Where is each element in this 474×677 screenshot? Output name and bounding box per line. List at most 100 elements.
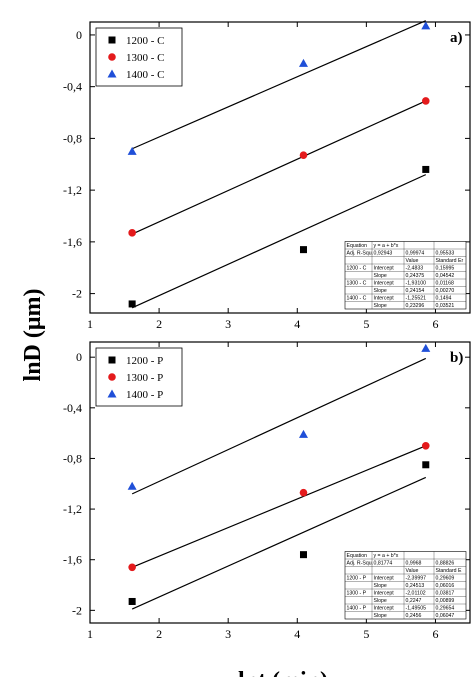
fit-line bbox=[131, 100, 427, 235]
fit-table-cell: Slope bbox=[374, 583, 387, 589]
fit-line bbox=[131, 476, 427, 610]
fit-table-cell: -2,39997 bbox=[406, 576, 427, 582]
data-point bbox=[128, 563, 136, 572]
fit-table-cell: Slope bbox=[374, 273, 387, 279]
y-tick-label: -1,2 bbox=[63, 502, 82, 516]
legend-marker bbox=[108, 36, 116, 44]
fit-table-cell: y = a + b*x bbox=[374, 243, 399, 249]
fit-table-cell: 0,92943 bbox=[374, 251, 393, 257]
legend-label: 1400 - C bbox=[126, 69, 165, 81]
fit-table-cell: Intercept bbox=[374, 576, 395, 582]
fit-table-cell: 0,15995 bbox=[436, 266, 455, 272]
x-tick-label: 2 bbox=[156, 627, 162, 641]
y-tick-label: -0,8 bbox=[63, 451, 82, 465]
y-tick-label: -0,4 bbox=[63, 401, 82, 415]
fit-table-cell: Value bbox=[406, 258, 419, 264]
data-point bbox=[127, 481, 137, 490]
chart-panel-b: 1 2 3 4 5 6 0 -0,4 -0,8 -1,2 -1,6 -2 1200 - P 1300 - … bbox=[63, 341, 471, 641]
legend-label: 1300 - C bbox=[126, 52, 165, 64]
legend-label: 1400 - P bbox=[126, 389, 163, 401]
fit-line bbox=[131, 445, 427, 568]
x-tick-label: 4 bbox=[294, 627, 300, 641]
fit-table-cell: -1,49505 bbox=[406, 606, 427, 612]
fit-table-cell: Standard Er bbox=[436, 258, 464, 264]
fit-table-cell: 1200 - P bbox=[347, 576, 367, 582]
fit-table-cell: Intercept bbox=[374, 281, 395, 287]
fit-line bbox=[131, 20, 427, 150]
fit-table-cell: 0,24154 bbox=[406, 288, 425, 294]
y-tick-label: -1,2 bbox=[63, 183, 82, 197]
fit-table-cell: Standard E bbox=[436, 568, 462, 574]
fit-table-cell: Slope bbox=[374, 598, 387, 604]
fit-table-cell: 0,2456 bbox=[406, 613, 422, 619]
x-tick-label: 1 bbox=[87, 627, 93, 641]
x-axis-label: lnt (min) bbox=[238, 668, 328, 677]
data-point bbox=[298, 429, 308, 438]
fit-table-cell: -1,93100 bbox=[406, 281, 427, 287]
legend-label: 1300 - P bbox=[126, 372, 163, 384]
fit-table-cell: Slope bbox=[374, 288, 387, 294]
fit-table-cell: 0,2247 bbox=[406, 598, 422, 604]
legend-label: 1200 - P bbox=[126, 355, 163, 367]
x-tick-label: 6 bbox=[432, 317, 438, 331]
data-point bbox=[421, 343, 431, 352]
fit-table-cell: Slope bbox=[374, 613, 387, 619]
fit-table-cell: -2,4833 bbox=[406, 266, 424, 272]
fit-table-cell: Equation bbox=[347, 553, 368, 559]
legend-marker bbox=[107, 389, 117, 398]
y-tick-label: -0,8 bbox=[63, 131, 82, 145]
data-point bbox=[299, 151, 308, 160]
fit-table-cell: 1300 - P bbox=[347, 591, 367, 597]
fit-table-cell: 0,1494 bbox=[436, 296, 452, 302]
data-point bbox=[299, 551, 307, 559]
x-tick-label: 1 bbox=[87, 317, 93, 331]
fit-table-cell: 0,9968 bbox=[406, 561, 422, 567]
legend-label: 1200 - C bbox=[126, 35, 165, 47]
fit-table-cell: 0,88826 bbox=[436, 561, 455, 567]
data-point bbox=[299, 246, 307, 254]
fit-table-cell: Equation bbox=[347, 243, 368, 249]
fit-table-cell: 0,03521 bbox=[436, 303, 455, 309]
data-point bbox=[422, 165, 430, 173]
y-tick-label: -0,4 bbox=[63, 80, 82, 94]
legend-marker bbox=[107, 69, 117, 78]
data-point bbox=[128, 300, 136, 308]
fit-table-cell: 0,06016 bbox=[436, 583, 455, 589]
fit-table-cell: Value bbox=[406, 568, 419, 574]
fit-table bbox=[344, 241, 467, 310]
fit-table-cell: Intercept bbox=[374, 591, 395, 597]
fit-table-cell: 1200 - C bbox=[347, 266, 367, 272]
fit-table-cell: Intercept bbox=[374, 296, 395, 302]
fit-table-cell: 0,23296 bbox=[406, 303, 425, 309]
fit-table-cell: y = a + b*x bbox=[374, 553, 399, 559]
data-point bbox=[299, 488, 308, 497]
fit-table-cell: 1400 - C bbox=[347, 296, 367, 302]
fit-table-cell: 0,00270 bbox=[436, 288, 455, 294]
fit-table-cell: 0,03817 bbox=[436, 591, 455, 597]
fit-table-cell: 1400 - P bbox=[347, 606, 367, 612]
fit-table-cell: Adj. R-Squ. bbox=[347, 251, 374, 257]
fit-table-cell: 0,01168 bbox=[436, 281, 454, 287]
fit-table bbox=[344, 551, 467, 620]
fit-table-cell: 0,24513 bbox=[406, 583, 425, 589]
chart-panel-a: 1 2 3 4 5 6 0 -0,4 -0,8 -1,2 -1,6 -2 1200 - C 1300 - … bbox=[63, 20, 471, 331]
fit-table-cell: Slope bbox=[374, 303, 387, 309]
fit-table-cell: Intercept bbox=[374, 606, 395, 612]
fit-table-cell: 0,29609 bbox=[436, 576, 455, 582]
fit-table-cell: 0,06047 bbox=[436, 613, 455, 619]
data-point bbox=[127, 146, 137, 155]
data-point bbox=[298, 58, 308, 67]
fit-table-cell: 0,81774 bbox=[374, 561, 393, 567]
fit-table-cell: 0,29654 bbox=[436, 606, 455, 612]
data-point bbox=[422, 461, 430, 469]
x-tick-label: 3 bbox=[225, 317, 231, 331]
fit-table-cell: -1,25521 bbox=[406, 296, 427, 302]
x-tick-label: 3 bbox=[225, 627, 231, 641]
panel-label: a) bbox=[450, 30, 463, 46]
y-tick-label: -2 bbox=[72, 603, 82, 617]
fit-table-cell: 0,24375 bbox=[406, 273, 425, 279]
y-axis-label: lnD (μm) bbox=[20, 289, 46, 382]
fit-table-cell: Intercept bbox=[374, 266, 395, 272]
panel-label: b) bbox=[450, 350, 463, 366]
